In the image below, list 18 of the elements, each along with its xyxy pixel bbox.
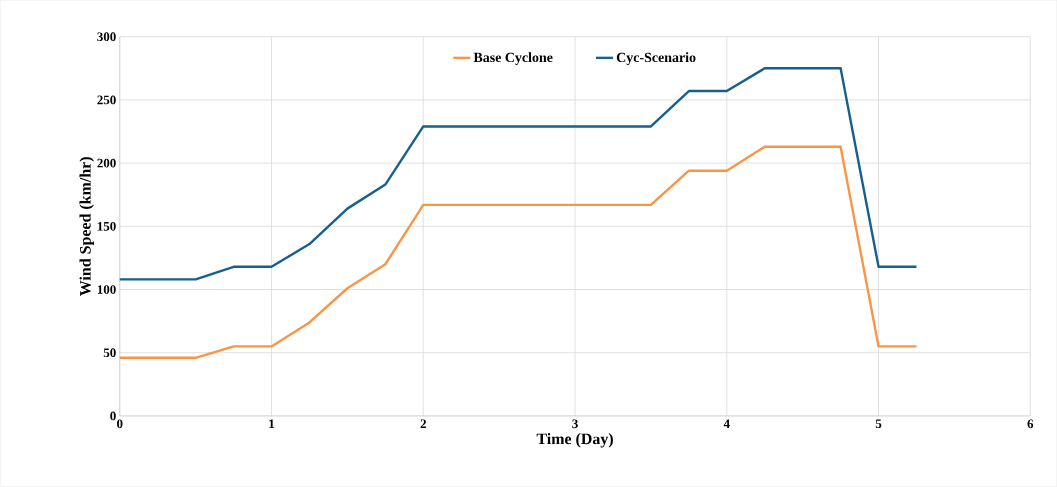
x-tick-label: 5 [875,419,882,429]
legend-label: Base Cyclone [473,52,553,66]
legend-label: Cyc-Scenario [616,52,696,66]
y-tick-label: 100 [97,285,116,295]
y-tick-label: 50 [103,348,116,358]
x-axis-title: Time (Day) [536,433,613,448]
x-tick-label: 1 [269,419,275,429]
y-tick-label: 0 [110,411,116,421]
x-tick-label: 0 [117,419,123,429]
y-tick-label: 300 [97,32,116,42]
y-axis-title: Wind Speed (km/hr) [79,157,94,297]
x-tick-label: 2 [420,419,426,429]
x-tick-label: 4 [723,419,730,429]
y-tick-label: 250 [97,95,116,105]
x-tick-label: 6 [1027,419,1034,429]
y-tick-label: 200 [97,158,116,168]
y-tick-label: 150 [97,222,116,231]
x-tick-label: 3 [572,419,578,429]
